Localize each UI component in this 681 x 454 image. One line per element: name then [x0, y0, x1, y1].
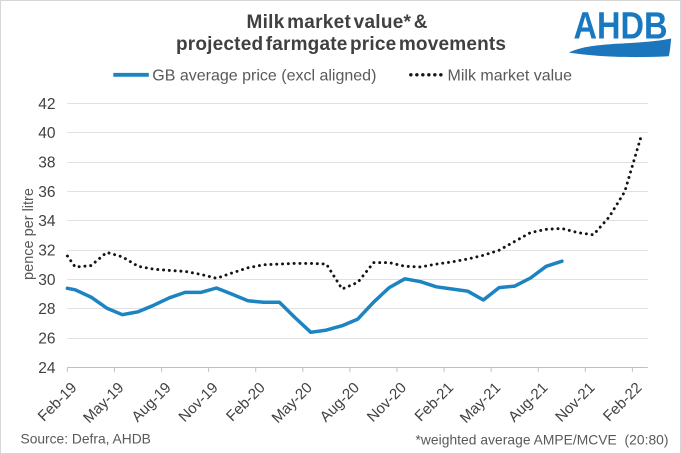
svg-text:40: 40 [38, 125, 56, 142]
svg-text:pence per litre: pence per litre [21, 188, 37, 280]
svg-text:projected farmgate price movem: projected farmgate price movements [176, 34, 506, 55]
svg-text:36: 36 [38, 184, 55, 201]
svg-text:38: 38 [38, 155, 55, 172]
svg-text:Milk market value* &: Milk market value* & [247, 12, 428, 33]
svg-text:24: 24 [38, 360, 56, 377]
svg-text:32: 32 [38, 243, 55, 260]
svg-text:Source: Defra, AHDB: Source: Defra, AHDB [21, 432, 151, 447]
svg-text:GB average price (excl aligned: GB average price (excl aligned) [152, 67, 376, 84]
svg-text:*weighted average AMPE/MCVE (: *weighted average AMPE/MCVE (20:80) [416, 433, 669, 448]
svg-text:Milk market value: Milk market value [448, 67, 573, 84]
svg-text:AHDB: AHDB [574, 6, 668, 48]
svg-text:30: 30 [38, 272, 56, 289]
svg-text:34: 34 [38, 213, 56, 230]
svg-text:42: 42 [38, 96, 55, 113]
svg-text:28: 28 [38, 301, 55, 318]
svg-text:26: 26 [38, 331, 55, 348]
